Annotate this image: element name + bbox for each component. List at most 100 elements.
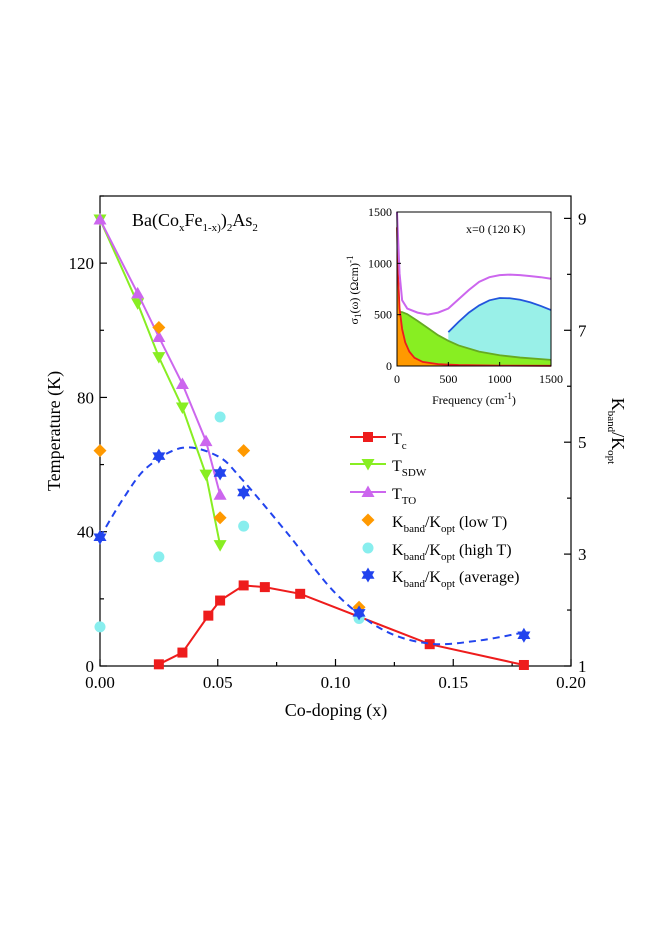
data-point [93,213,107,225]
series-line [99,219,222,496]
data-point [295,588,306,599]
y-tick-label: 120 [69,254,95,273]
legend-marker [361,459,375,471]
data-point [153,659,164,670]
inset-y-tick-label: 1000 [368,256,392,270]
data-point [153,551,165,563]
inset-area-drude-broad [397,311,551,366]
data-point [175,377,189,389]
series-line [158,584,525,666]
data-point-part [152,452,166,464]
data-point [93,529,107,545]
series-3 [93,320,366,614]
data-series [93,213,531,670]
data-point [213,465,227,481]
y-axis-title: Temperature (K) [44,371,65,491]
data-point [424,639,435,650]
data-point [215,595,226,606]
x-tick-label: 0.10 [321,673,351,692]
y2-tick-label: 5 [578,433,587,452]
inset-x-tick-label: 0 [394,372,400,386]
inset-curve-drude-narrow [396,227,552,367]
data-point [199,434,213,447]
x-tick-label: 0.20 [556,673,586,692]
data-point-part [93,533,107,545]
series-fit-curve [99,446,525,646]
compound-formula: Ba(CoxFe1-x))2As2 [132,210,258,234]
y2-tick-label: 9 [578,209,587,228]
data-point [518,659,529,670]
data-point [177,647,188,658]
inset-x-axis-title: Frequency (cm-1) [432,391,516,407]
series-5 [93,446,531,646]
data-point [213,488,227,500]
inset-area-lorentz [448,298,551,366]
y-tick-label: 80 [77,388,94,407]
legend-label-k-hight: Kband/Kopt (high T) [392,542,512,563]
data-point [175,402,189,414]
data-point [203,610,214,621]
data-point-part [213,469,227,481]
inset-x-tick-label: 1500 [539,372,563,386]
inset-y-tick-label: 0 [386,359,392,373]
data-point [131,286,145,299]
data-point [152,330,166,342]
series-1 [93,214,227,552]
legend-marker [361,513,375,527]
y2-tick-label: 7 [578,321,587,340]
data-point [517,627,531,643]
y-tick-label: 40 [77,523,94,542]
data-point [237,485,251,501]
legend-label-tsdw: TSDW [392,458,427,479]
data-point [93,444,107,458]
series-2 [93,213,227,500]
x-tick-label: 0.00 [85,673,115,692]
legend-marker [361,567,375,583]
series-line [99,219,222,546]
y-tick-label: 0 [86,657,95,676]
x-tick-label: 0.05 [203,673,233,692]
legend-marker [363,432,373,442]
inset-x-tick-label: 1000 [488,372,512,386]
data-point [352,605,366,621]
legend: Tc TSDW TTO Kband/Kopt (low T) Kband/Kop… [350,431,519,590]
inset-y-tick-label: 500 [374,308,392,322]
inset-curve-fit-total [396,211,552,316]
data-point [94,621,106,633]
y2-tick-label: 3 [578,545,587,564]
axis-ticks [99,195,572,667]
data-point [238,580,249,591]
x-tick-label: 0.15 [438,673,468,692]
data-point [259,582,270,593]
inset-annotation: x=0 (120 K) [466,222,525,236]
series-4 [94,411,365,633]
x-axis-title: Co-doping (x) [285,700,388,721]
data-point [152,352,166,364]
legend-label-k-lowt: Kband/Kopt (low T) [392,514,507,535]
data-point [237,444,251,458]
inset-frame [396,211,552,367]
series-0 [153,580,529,670]
data-point [213,540,227,552]
legend-label-tto: TTO [392,486,416,507]
y2-tick-label: 1 [578,657,587,676]
data-point [213,511,227,525]
legend-marker [362,542,374,554]
inset-curve-drude-broad [396,310,552,361]
data-point-part [237,488,251,501]
data-point [199,469,213,482]
inset-y-tick-label: 1500 [368,205,392,219]
data-point-part [517,631,531,643]
inset-curve-lorentz [447,297,552,333]
legend-label-k-average: Kband/Kopt (average) [392,569,519,590]
y2-axis-title: Kband/Kopt [605,398,628,464]
inset-plot [396,211,552,367]
data-point [214,411,226,423]
inset-y-axis-title: σ1(ω) (Ωcm)-1 [345,256,363,325]
data-point [152,320,166,334]
data-point [238,520,250,532]
inset-x-tick-label: 500 [439,372,457,386]
data-point-part [352,609,366,621]
legend-marker-part [361,571,375,583]
